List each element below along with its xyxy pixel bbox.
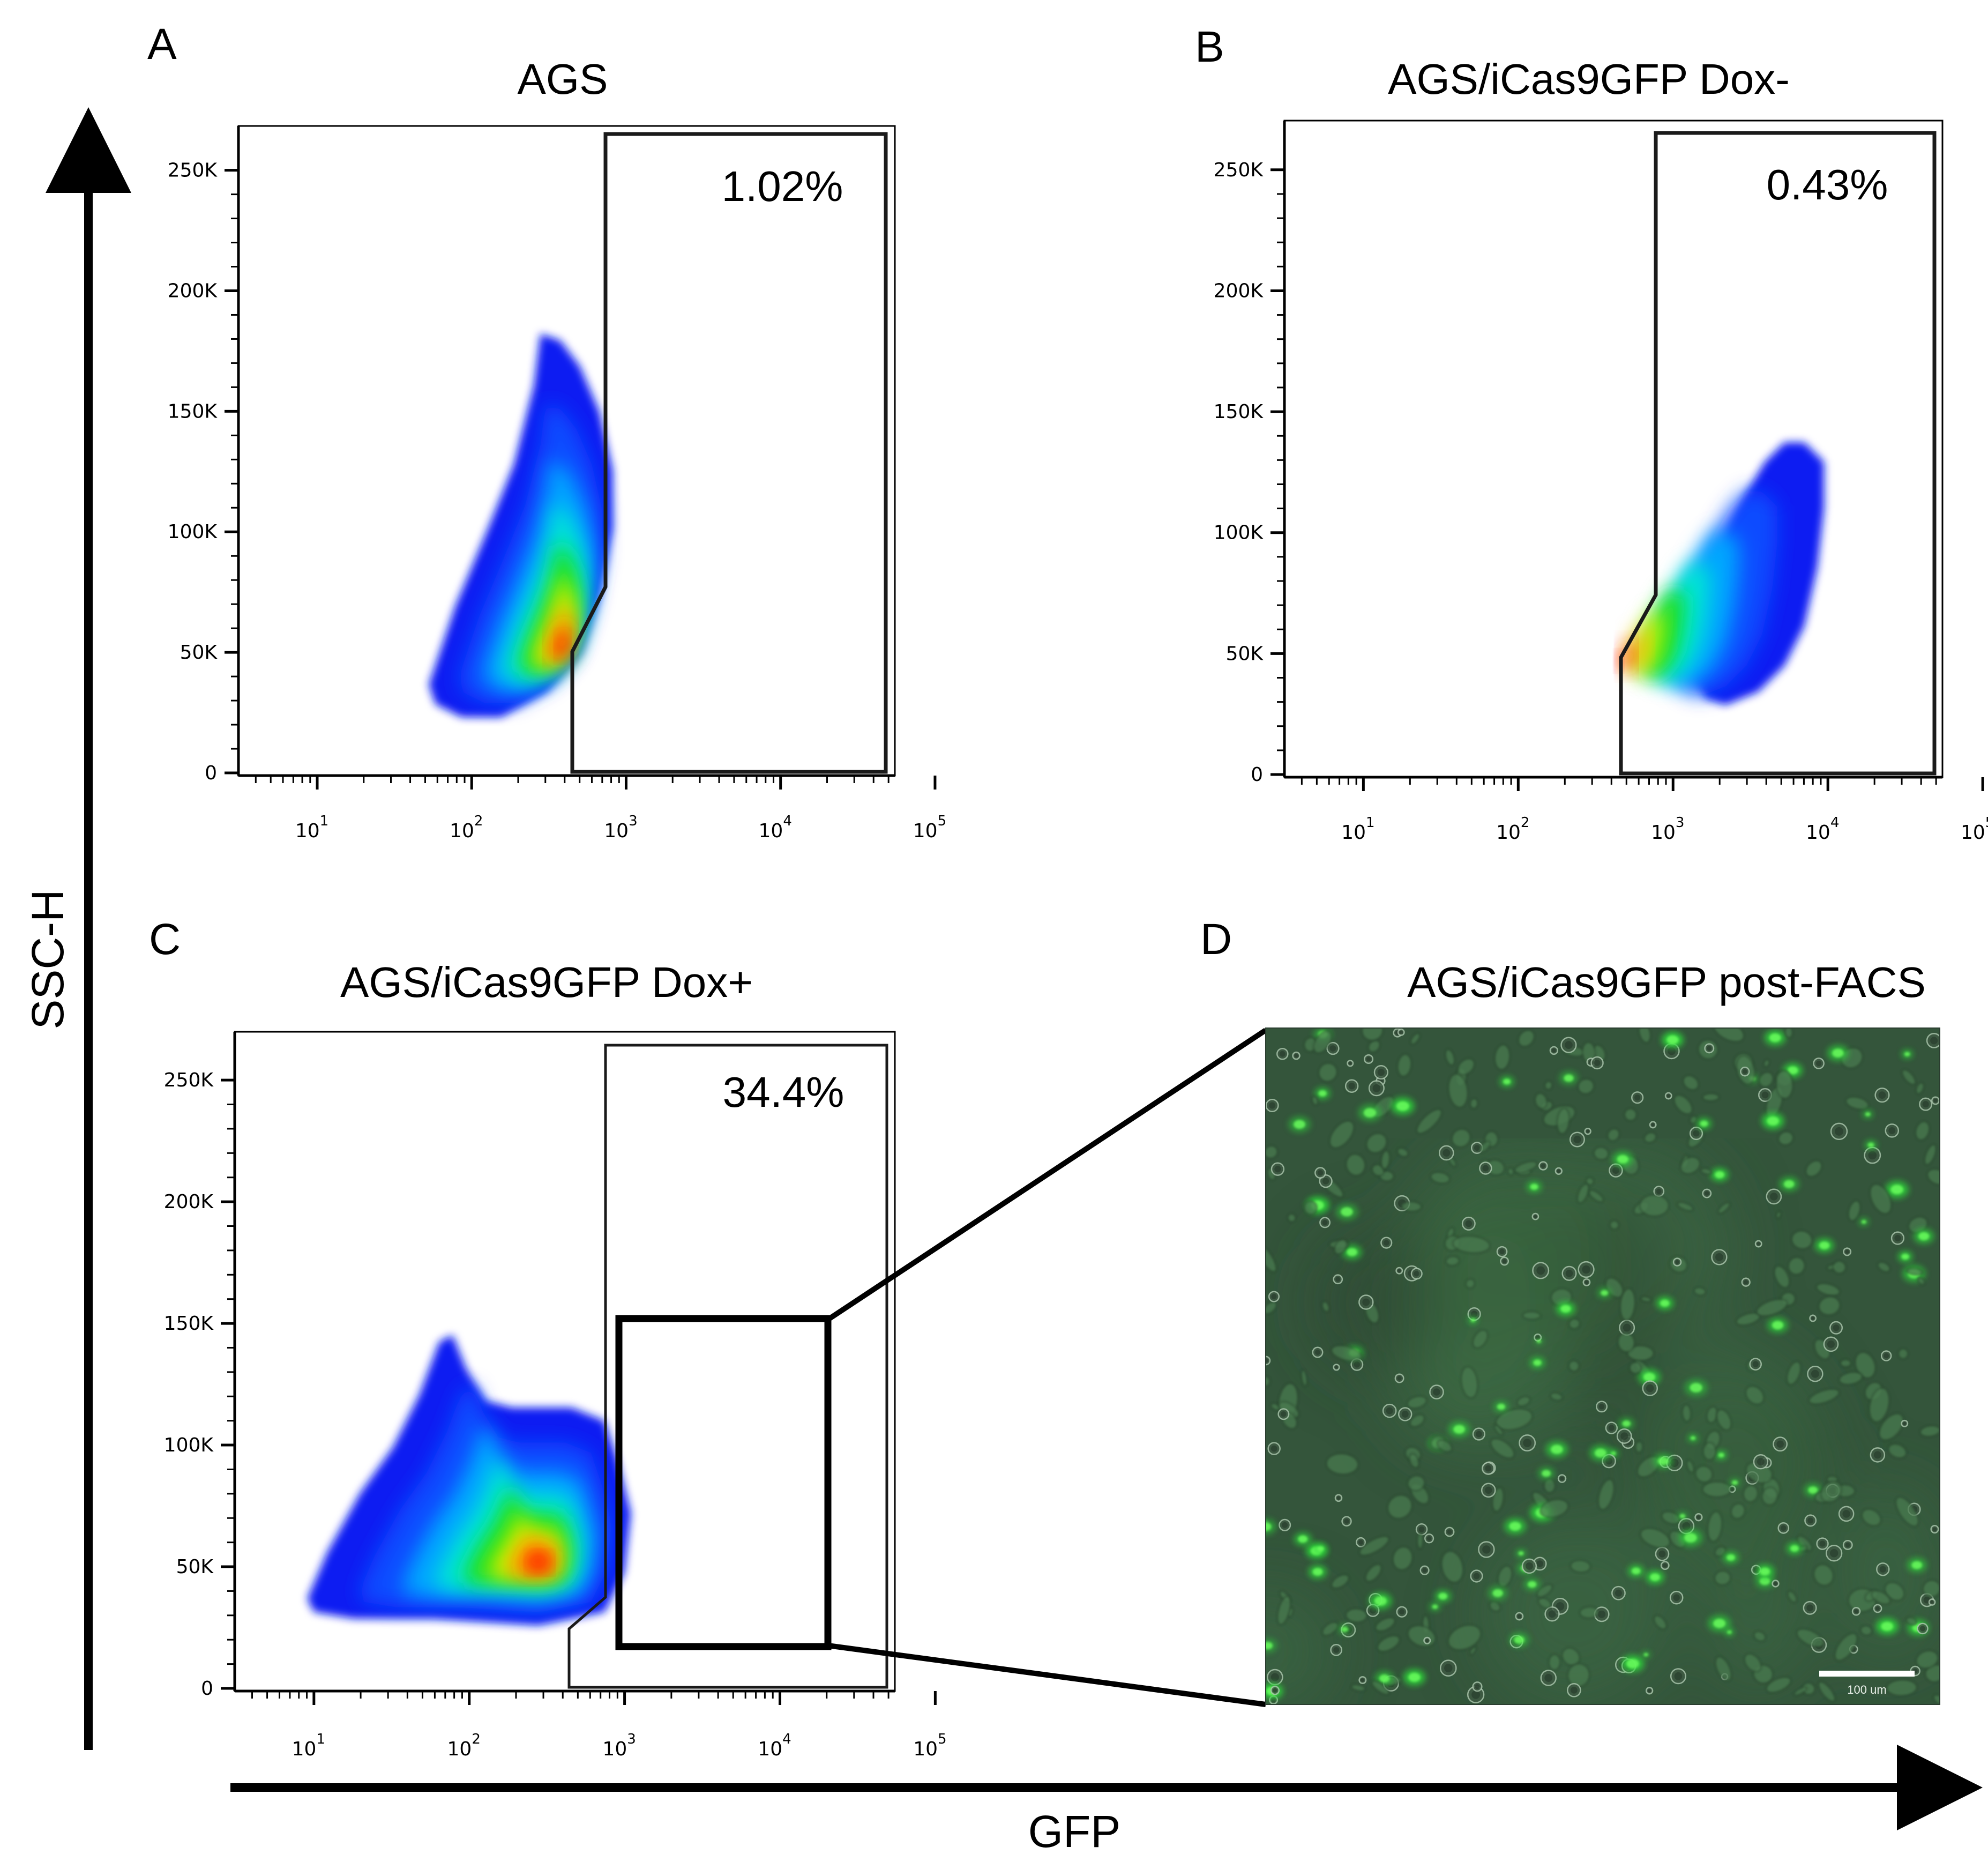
- x-tick-label: 102: [447, 1731, 481, 1760]
- panel-a: A AGS 1.02% 101 102 103 104 105 0 50K 100K 150K…: [147, 20, 946, 842]
- panel-d: D AGS/iCas9GFP post-FACS 100 um: [1200, 915, 1940, 1705]
- y-tick-label: 0: [1251, 764, 1263, 786]
- x-tick-exponent: 3: [627, 1731, 636, 1747]
- y-tick-label: 100K: [164, 1434, 214, 1456]
- x-tick-label: 101: [292, 1731, 325, 1760]
- x-tick-exponent: 4: [1830, 815, 1840, 831]
- chart-title: AGS/iCas9GFP Dox-: [1388, 55, 1790, 103]
- scale-bar: [1819, 1671, 1915, 1677]
- panel-letter: B: [1195, 23, 1224, 71]
- x-tick-exponent: 2: [474, 813, 483, 829]
- y-tick-label: 50K: [180, 642, 218, 664]
- global-axes: SSC-H GFP: [23, 107, 1983, 1857]
- y-axis-ticks: 0 50K 100K 150K 200K 250K: [164, 1032, 236, 1700]
- y-tick-label: 50K: [176, 1556, 214, 1578]
- gate-percent-label: 1.02%: [722, 162, 843, 210]
- y-tick-label: 100K: [168, 521, 218, 543]
- density-cloud: [1616, 442, 1824, 705]
- x-tick-exponent: 1: [316, 1731, 325, 1747]
- x-tick-label: 104: [1806, 815, 1839, 844]
- y-tick-label: 200K: [1214, 280, 1264, 302]
- y-tick-label: 50K: [1226, 643, 1264, 665]
- panel-letter: D: [1200, 915, 1232, 964]
- panel-c: C AGS/iCas9GFP Dox+ 34.4% 101 102 103 104 10…: [149, 915, 947, 1760]
- x-tick-label: 103: [604, 813, 637, 842]
- x-tick-label: 105: [913, 1731, 946, 1760]
- y-tick-label: 250K: [168, 160, 218, 182]
- y-tick-label: 150K: [164, 1313, 214, 1335]
- x-tick-exponent: 5: [938, 813, 947, 829]
- micrograph-title: AGS/iCas9GFP post-FACS: [1407, 958, 1926, 1006]
- x-tick-exponent: 3: [629, 813, 638, 829]
- x-tick-exponent: 1: [320, 813, 329, 829]
- x-tick-label: 104: [758, 1731, 791, 1760]
- gate: [567, 1044, 888, 1689]
- x-tick-exponent: 2: [472, 1731, 481, 1747]
- chart-title: AGS/iCas9GFP Dox+: [340, 958, 753, 1006]
- gate: [1619, 131, 1937, 776]
- gate-percent-label: 34.4%: [723, 1068, 844, 1116]
- x-axis-label: GFP: [1028, 1806, 1121, 1857]
- y-tick-label: 100K: [1214, 522, 1264, 544]
- plot-frame: [1283, 120, 1944, 778]
- x-tick-exponent: 4: [783, 813, 792, 829]
- x-tick-label: 103: [1651, 815, 1684, 844]
- x-tick-exponent: 4: [782, 1731, 791, 1747]
- panel-b: B AGS/iCas9GFP Dox- 0.43% 101 102 103 104 10…: [1195, 23, 1988, 844]
- gate-percent-label: 0.43%: [1767, 161, 1888, 209]
- density-contour: [1620, 643, 1633, 670]
- panel-letter: A: [147, 20, 177, 69]
- x-tick-exponent: 5: [1985, 815, 1988, 831]
- y-axis-label: SSC-H: [23, 889, 73, 1029]
- x-tick-exponent: 3: [1676, 815, 1685, 831]
- y-tick-label: 200K: [164, 1191, 214, 1213]
- x-tick-label: 104: [759, 813, 792, 842]
- zoom-connector-bottom: [827, 1643, 1266, 1707]
- x-tick-exponent: 2: [1521, 815, 1530, 831]
- density-contour: [532, 1555, 548, 1570]
- x-axis-ticks: 101 102 103 104 105: [1284, 776, 1988, 844]
- x-tick-exponent: 5: [938, 1731, 947, 1747]
- y-tick-label: 150K: [1214, 401, 1264, 423]
- x-axis-ticks: 101 102 103 104 105: [238, 774, 946, 842]
- density-cloud: [307, 1335, 631, 1625]
- y-axis-ticks: 0 50K 100K 150K 200K 250K: [1214, 121, 1286, 786]
- density-contour: [558, 636, 567, 656]
- zoom-connector-top: [826, 1027, 1267, 1322]
- x-tick-label: 105: [913, 813, 946, 842]
- x-tick-label: 103: [602, 1731, 636, 1760]
- x-tick-label: 101: [1341, 815, 1374, 844]
- y-tick-label: 250K: [164, 1069, 214, 1091]
- x-tick-label: 102: [1496, 815, 1529, 844]
- y-axis-ticks: 0 50K 100K 150K 200K 250K: [168, 126, 240, 784]
- density-cloud: [429, 333, 613, 717]
- chart-title: AGS: [518, 55, 608, 103]
- x-axis-ticks: 101 102 103 104 105: [235, 1689, 947, 1760]
- x-tick-label: 101: [295, 813, 328, 842]
- scale-bar-label: 100 um: [1847, 1683, 1886, 1696]
- sorted-region-box: [615, 1315, 832, 1650]
- y-tick-label: 0: [205, 762, 217, 784]
- panel-letter: C: [149, 915, 181, 964]
- x-tick-label: 105: [1961, 815, 1988, 844]
- gate: [570, 132, 888, 774]
- x-tick-label: 102: [450, 813, 483, 842]
- y-tick-label: 250K: [1214, 159, 1264, 181]
- y-tick-label: 0: [201, 1678, 213, 1700]
- y-tick-label: 200K: [168, 280, 218, 302]
- x-tick-exponent: 1: [1366, 815, 1375, 831]
- micrograph-image: [1265, 1027, 1940, 1705]
- y-tick-label: 150K: [168, 400, 218, 422]
